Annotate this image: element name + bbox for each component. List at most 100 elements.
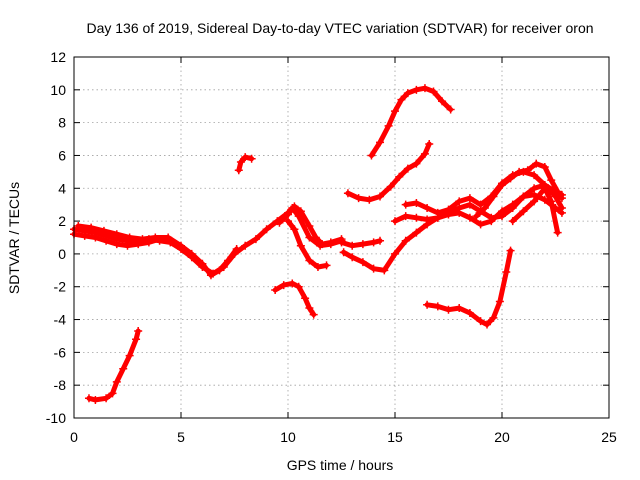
data-point — [446, 105, 455, 114]
x-tick-label: 20 — [494, 429, 510, 445]
series-track-8 — [271, 279, 318, 319]
y-tick-label: 10 — [50, 82, 66, 98]
data-point — [420, 149, 429, 158]
data-point — [540, 162, 549, 171]
data-point — [91, 233, 100, 242]
series-track-10 — [337, 236, 385, 250]
data-point — [547, 176, 556, 185]
data-point — [241, 241, 250, 250]
data-point — [401, 200, 410, 209]
data-point — [138, 235, 147, 244]
series-track-4 — [84, 327, 143, 404]
data-point — [423, 203, 432, 212]
data-point — [301, 294, 310, 303]
series-track-6 — [275, 202, 346, 249]
data-point — [284, 217, 292, 226]
data-point — [290, 202, 299, 211]
data-point — [465, 308, 474, 317]
data-point — [279, 281, 288, 290]
data-point — [125, 233, 134, 242]
data-point — [380, 266, 389, 275]
data-point — [423, 300, 432, 309]
data-point — [412, 213, 421, 222]
data-point — [455, 208, 464, 217]
data-point — [251, 235, 260, 244]
data-point — [465, 194, 474, 203]
data-point — [305, 304, 314, 313]
data-point — [397, 95, 406, 104]
data-point — [530, 197, 539, 206]
series-track-11 — [343, 139, 434, 204]
data-point — [125, 351, 134, 360]
data-point — [391, 107, 399, 116]
data-point — [367, 151, 376, 160]
y-axis-label: SDTVAR / TECUs — [6, 182, 22, 294]
series-line — [369, 85, 454, 158]
data-point — [241, 153, 250, 162]
data-point — [177, 241, 185, 250]
data-point — [438, 97, 447, 106]
data-point — [412, 228, 421, 237]
series-layer — [70, 84, 566, 404]
data-point — [206, 271, 215, 280]
data-point — [305, 256, 314, 265]
data-point — [134, 327, 143, 336]
data-point — [365, 195, 374, 204]
data-point — [123, 241, 132, 250]
series-line — [473, 161, 565, 219]
data-point — [376, 192, 385, 201]
data-point — [305, 222, 314, 231]
data-point — [476, 220, 485, 229]
data-point — [506, 246, 515, 255]
data-point — [455, 197, 464, 206]
y-tick-label: 8 — [58, 115, 66, 131]
data-point — [339, 248, 348, 257]
series-line — [403, 169, 565, 216]
data-point — [391, 217, 399, 226]
data-point — [480, 203, 489, 212]
data-point — [391, 249, 399, 258]
data-point — [112, 377, 121, 386]
data-point — [108, 389, 117, 398]
x-tick-label: 5 — [177, 429, 185, 445]
data-point — [309, 310, 318, 319]
series-line — [341, 182, 565, 273]
data-point — [322, 261, 331, 270]
series-track-17 — [508, 184, 562, 237]
data-point — [472, 212, 481, 221]
y-tick-label: -10 — [46, 410, 66, 426]
data-point — [553, 187, 562, 196]
data-point — [318, 240, 327, 249]
x-tick-label: 10 — [280, 429, 296, 445]
data-point — [132, 335, 141, 344]
series-line — [272, 280, 317, 318]
x-tick-label: 25 — [601, 429, 617, 445]
data-point — [326, 238, 335, 247]
data-point — [348, 253, 357, 262]
data-point — [540, 184, 549, 193]
data-point — [151, 233, 160, 242]
y-tick-label: -4 — [54, 312, 67, 328]
y-tick-label: -8 — [54, 377, 67, 393]
data-point — [523, 166, 532, 175]
data-point — [412, 85, 421, 94]
data-point — [540, 195, 549, 204]
data-point — [515, 167, 524, 176]
data-point — [294, 282, 303, 291]
grid-layer — [74, 57, 609, 418]
data-point — [519, 207, 528, 216]
data-point — [290, 225, 299, 234]
data-point — [234, 166, 243, 175]
data-point — [102, 394, 111, 403]
data-point — [369, 238, 378, 247]
chart-title: Day 136 of 2019, Sidereal Day-to-day VTE… — [86, 20, 593, 36]
data-point — [433, 213, 442, 222]
data-point — [313, 263, 322, 272]
data-point — [187, 249, 196, 258]
data-point — [164, 233, 173, 242]
series-track-5 — [234, 153, 256, 175]
data-point — [508, 217, 517, 226]
data-point — [384, 121, 393, 130]
data-point — [376, 236, 385, 245]
